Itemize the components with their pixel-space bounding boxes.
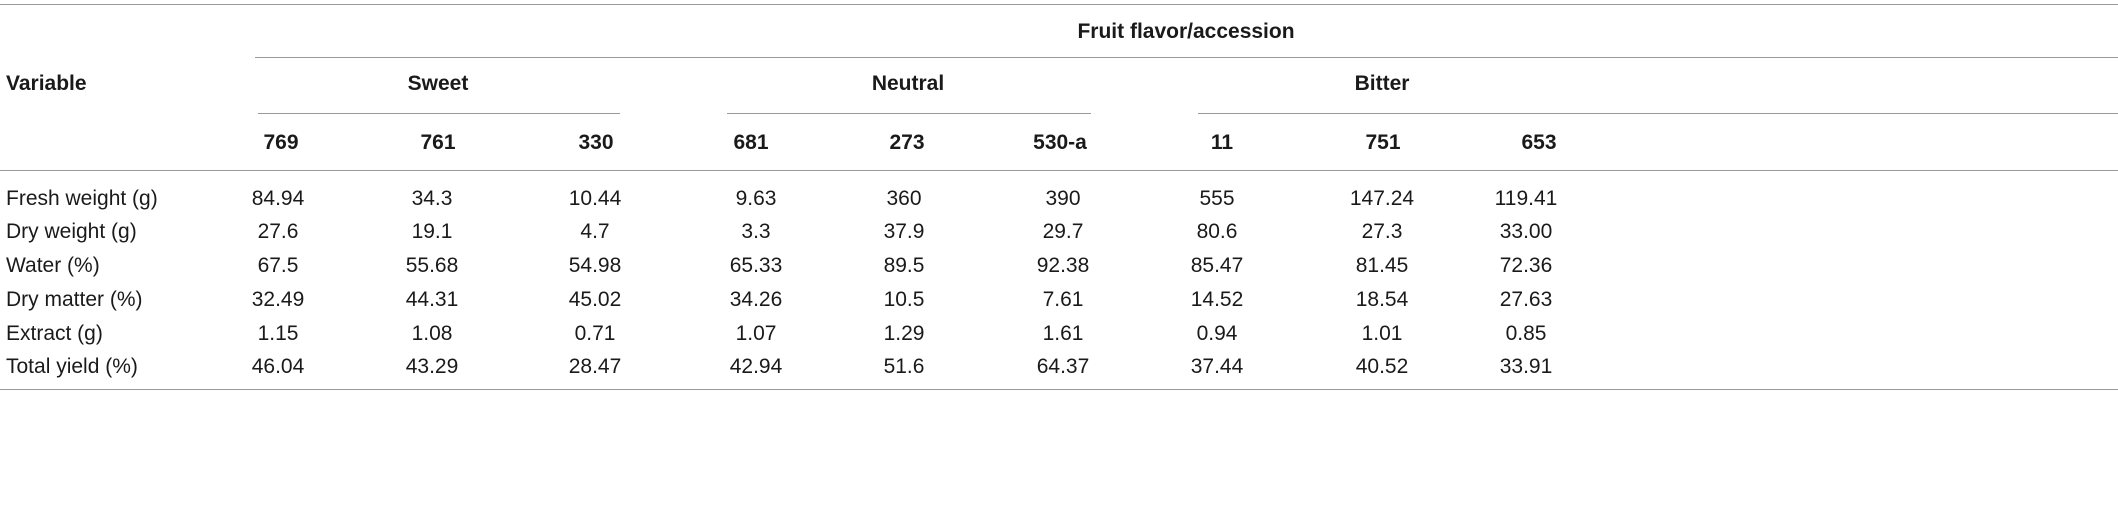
header-bottom-rule (0, 170, 2118, 171)
table-cell: 72.36 (1499, 254, 1553, 277)
table-cell: 1.15 (257, 322, 299, 345)
table-cell: 67.5 (257, 254, 299, 277)
group-title: Fruit flavor/accession (1077, 20, 1295, 43)
table-cell: 45.02 (568, 288, 622, 311)
table-cell: 119.41 (1494, 187, 1558, 210)
table-cell: 42.94 (729, 355, 783, 378)
table-cell: 84.94 (251, 187, 305, 210)
row-label: Dry weight (g) (6, 220, 137, 243)
accession-769: 769 (263, 131, 299, 154)
table-cell: 27.63 (1499, 288, 1553, 311)
table-cell: 37.9 (883, 220, 925, 243)
accession-681: 681 (733, 131, 769, 154)
table-cell: 10.44 (568, 187, 622, 210)
table-cell: 43.29 (405, 355, 459, 378)
accession-273: 273 (889, 131, 925, 154)
table-cell: 32.49 (251, 288, 305, 311)
table-cell: 29.7 (1042, 220, 1084, 243)
table-cell: 85.47 (1190, 254, 1244, 277)
table-cell: 81.45 (1355, 254, 1409, 277)
neutral-group-rule (727, 113, 1091, 114)
table-cell: 7.61 (1042, 288, 1084, 311)
table-cell: 34.26 (729, 288, 783, 311)
bitter-group-rule (1198, 113, 2118, 114)
table-cell: 54.98 (568, 254, 622, 277)
accession-751: 751 (1365, 131, 1401, 154)
accession-530-a: 530-a (1033, 131, 1087, 154)
table-cell: 390 (1045, 187, 1081, 210)
row-label: Dry matter (%) (6, 288, 143, 311)
table-cell: 0.85 (1505, 322, 1547, 345)
table-cell: 0.71 (574, 322, 616, 345)
table-cell: 46.04 (251, 355, 305, 378)
table-cell: 92.38 (1036, 254, 1090, 277)
table-cell: 555 (1199, 187, 1235, 210)
table-cell: 33.91 (1499, 355, 1553, 378)
table-cell: 44.31 (405, 288, 459, 311)
table-cell: 51.6 (883, 355, 925, 378)
table-cell: 65.33 (729, 254, 783, 277)
row-label: Total yield (%) (6, 355, 138, 378)
row-label: Extract (g) (6, 322, 103, 345)
table-cell: 3.3 (741, 220, 771, 243)
table-cell: 19.1 (411, 220, 453, 243)
accession-653: 653 (1521, 131, 1557, 154)
table-cell: 9.63 (735, 187, 777, 210)
table-cell: 4.7 (580, 220, 610, 243)
table-cell: 40.52 (1355, 355, 1409, 378)
top-rule (0, 4, 2118, 5)
sweet-group-rule (258, 113, 620, 114)
table-cell: 10.5 (883, 288, 925, 311)
table-cell: 28.47 (568, 355, 622, 378)
table-cell: 1.29 (883, 322, 925, 345)
group-bitter: Bitter (1354, 72, 1410, 95)
table-cell: 1.07 (735, 322, 777, 345)
table-cell: 64.37 (1036, 355, 1090, 378)
row-label: Fresh weight (g) (6, 187, 158, 210)
accession-330: 330 (578, 131, 614, 154)
group-neutral: Neutral (871, 72, 945, 95)
group-title-rule (255, 57, 2118, 58)
table-cell: 80.6 (1196, 220, 1238, 243)
table-cell: 14.52 (1190, 288, 1244, 311)
table-cell: 0.94 (1196, 322, 1238, 345)
table-cell: 1.61 (1042, 322, 1084, 345)
table-cell: 360 (886, 187, 922, 210)
table-cell: 89.5 (883, 254, 925, 277)
table-cell: 34.3 (411, 187, 453, 210)
group-sweet: Sweet (407, 72, 469, 95)
table-cell: 55.68 (405, 254, 459, 277)
variable-header: Variable (6, 72, 87, 95)
table-cell: 33.00 (1499, 220, 1553, 243)
table-cell: 37.44 (1190, 355, 1244, 378)
table-cell: 18.54 (1355, 288, 1409, 311)
row-label: Water (%) (6, 254, 100, 277)
table-cell: 147.24 (1349, 187, 1415, 210)
accession-761: 761 (420, 131, 456, 154)
table-cell: 1.01 (1361, 322, 1403, 345)
table-cell: 27.3 (1361, 220, 1403, 243)
table-cell: 27.6 (257, 220, 299, 243)
accession-11: 11 (1210, 131, 1234, 154)
table-cell: 1.08 (411, 322, 453, 345)
table-bottom-rule (0, 389, 2118, 390)
